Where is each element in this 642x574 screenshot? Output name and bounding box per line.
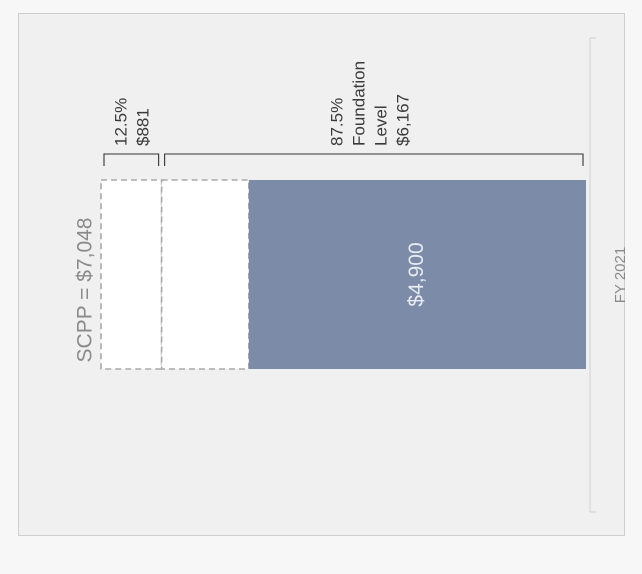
bracket-label-1-line-3: $6,167: [393, 94, 412, 146]
bracket-label-0-line-1: $881: [133, 108, 152, 146]
bar-segment-0: [100, 179, 163, 370]
bracket-label-0-line-0: 12.5%: [111, 98, 130, 146]
category-label: FY 2021: [612, 247, 629, 303]
bars-layer: $4,900: [100, 179, 587, 370]
bracket-label-1-line-2: Level: [371, 105, 390, 146]
brackets-layer: 12.5% $881 87.5% Foundation Level $6,167: [103, 61, 584, 166]
total-label: SCPP = $7,048: [74, 218, 97, 363]
bracket-label-1-line-0: 87.5%: [327, 98, 346, 146]
bracket-1: [164, 153, 584, 166]
bar-segment-1: [160, 179, 250, 370]
bar-segment-2: [248, 180, 587, 369]
bracket-0: [103, 153, 160, 166]
bracket-label-1-line-1: Foundation: [349, 61, 368, 146]
bar-value-label-2: $4,900: [405, 242, 428, 306]
